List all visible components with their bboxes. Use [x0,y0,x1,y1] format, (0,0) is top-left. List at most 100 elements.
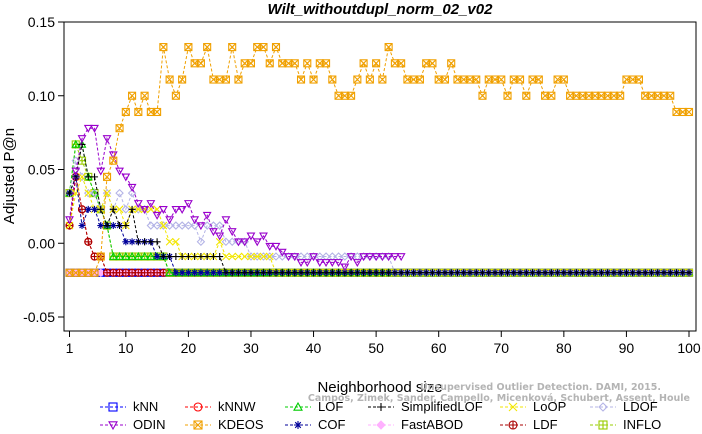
data-point [265,242,275,251]
data-point [579,269,587,277]
data-point [108,151,118,160]
legend-item-fastabod: FastABOD [368,417,463,432]
data-point [240,252,249,261]
data-point [234,238,243,247]
plot-area [65,43,694,278]
data-point [209,253,217,261]
data-point [334,259,344,268]
data-point [102,135,112,144]
data-point [591,269,599,277]
data-point [547,269,555,277]
data-point [84,173,92,181]
data-point [296,259,306,268]
data-point [246,59,256,68]
series-simplifiedlof [66,140,693,277]
data-point [422,269,430,277]
legend-label: KDEOS [218,417,264,432]
data-point [83,124,93,133]
legend-item-ldof: LDOF [590,399,658,414]
data-point [191,253,199,261]
data-point [522,269,530,277]
data-point [215,232,225,241]
data-point [159,221,168,230]
data-point [679,269,687,277]
data-point [684,107,694,117]
data-point [353,75,362,84]
legend: kNN kNNW LOF SimplifiedLOF LoOP LDOF ODIN KDEOS… [100,399,661,432]
data-point [234,252,243,261]
data-point [365,253,375,262]
data-point [660,269,668,277]
legend-marker [377,403,385,411]
data-point [166,253,174,261]
data-point [133,251,143,260]
data-point [510,269,518,277]
legend-item-lof: LOF [285,399,343,414]
data-point [259,232,268,241]
data-point [190,216,200,225]
data-point [309,75,318,84]
x-tick-label: 20 [181,340,197,356]
data-point [396,253,406,262]
data-point [203,43,212,52]
data-point [153,238,161,246]
data-point [328,75,337,84]
data-point [359,59,368,68]
data-point [610,269,618,277]
legend-item-ldf: LDF [500,417,558,432]
data-point [253,252,262,261]
data-point [171,221,181,230]
plot-frame [63,21,697,332]
data-point [352,259,362,268]
legend-label: LoOP [533,399,566,414]
data-point [435,269,443,277]
data-point [322,269,330,277]
legend-label: FastABOD [401,417,463,432]
data-point [71,139,81,148]
data-point [315,259,325,268]
data-point [554,269,562,277]
legend-marker [193,420,203,430]
data-point [410,269,418,277]
data-point [215,237,224,246]
data-point [634,75,643,84]
data-point [572,269,580,277]
data-point [559,75,568,84]
data-point [184,221,193,230]
data-point [265,252,275,261]
data-point [183,200,193,209]
data-point [134,205,143,214]
data-point [152,221,162,230]
legend-item-cof: COF [285,417,346,432]
data-point [340,263,350,272]
legend-label: kNN [133,399,158,414]
data-point [384,43,393,52]
data-point [127,183,137,192]
data-point [91,173,99,181]
data-point [366,269,374,277]
data-point [177,205,187,214]
data-point [115,251,124,260]
data-point [165,221,174,230]
data-point [90,124,99,133]
data-point [84,189,93,197]
data-point [303,59,312,68]
data-point [327,259,337,268]
data-point [159,253,167,261]
data-point [265,59,274,68]
legend-item-odin: ODIN [100,417,166,432]
data-point [109,205,117,213]
data-point [265,252,274,261]
data-point [478,91,487,100]
data-point [97,205,105,213]
data-point [428,59,437,68]
data-point [147,238,155,246]
data-point [377,253,387,262]
legend-marker [293,401,303,411]
data-point [472,269,480,277]
x-tick-label: 1 [66,340,74,356]
data-point [246,232,256,241]
data-point [171,91,180,100]
chart-title: Wilt_withoutdupl_norm_02_v02 [268,1,494,18]
data-point [140,91,149,100]
